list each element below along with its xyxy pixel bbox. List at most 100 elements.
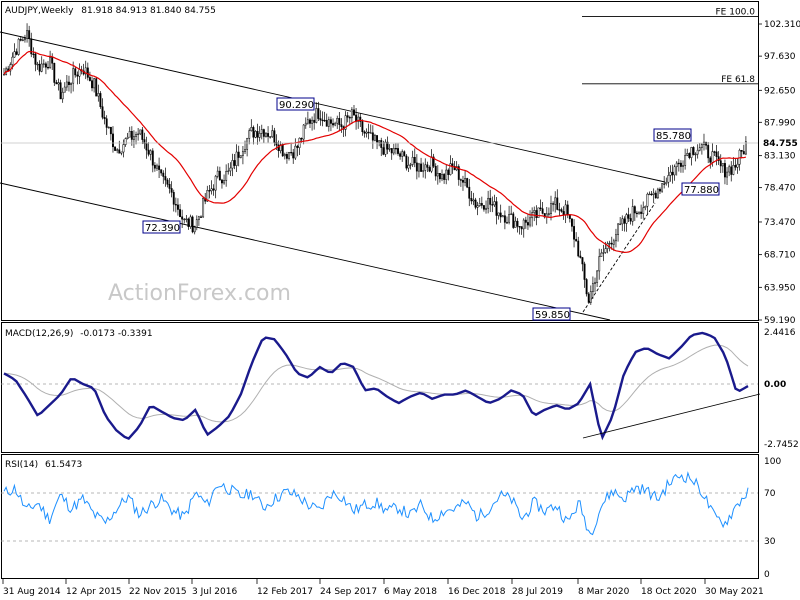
price-panel-title: AUDJPY,Weekly 81.918 84.913 81.840 84.75… [5,6,216,16]
candle-body [744,141,747,155]
annotation-box [142,220,181,234]
candle-body [441,174,443,180]
candle-body [273,130,276,143]
macd-panel-title: MACD(12,26,9) -0.0173 -0.3391 [5,329,153,339]
candle-body [386,141,389,150]
candle-body [583,263,586,280]
symbol-timeframe: AUDJPY,Weekly [5,6,74,16]
candle-body [3,74,5,76]
rsi-y-tick-label: 30 [764,537,776,547]
candle-body [382,147,385,155]
candle-body [730,166,733,175]
candle-body [633,206,636,214]
candle-body [617,223,620,235]
candle-body [740,149,743,152]
candle-body [510,213,513,215]
candle-body [642,207,645,214]
last-price-box [759,137,799,149]
rsi-panel-title: RSI(14) 61.5473 [5,460,82,470]
candle-body [294,145,297,159]
candle-body [118,149,121,154]
x-tick-label: 30 May 2021 [705,587,764,597]
candle-body [711,151,714,163]
candle-body [218,170,221,181]
candle-body [384,141,387,155]
candle-body [38,63,41,72]
y-tick-label: 102.310 [764,20,800,30]
candle-body [512,213,515,228]
candle-body [216,170,219,177]
candle-body [415,162,418,172]
candle-body [168,184,171,189]
candle-body [566,204,569,216]
candle-body [256,131,259,138]
candle-body [336,118,339,124]
candle-body [288,151,290,159]
candle-body [535,210,538,218]
candle-body [397,148,399,154]
candle-body [541,208,544,214]
channel-lower-line [0,182,611,321]
candle-body [265,133,267,137]
candle-body [663,183,666,185]
candle-body [445,169,448,180]
candle-body [290,151,293,154]
annotation-label: 59.850 [535,310,570,321]
candle-body [554,197,557,205]
candle-body [311,119,314,124]
candle-body [160,169,163,174]
y-axis-labels: 102.310 97.630 92.650 87.990 83.130 78.470 73.… [758,20,800,580]
candle-body [229,167,232,172]
candle-body [420,163,423,172]
candle-body [367,131,370,134]
candle-body [392,147,395,154]
candle-body [237,151,240,158]
candle-body [497,212,500,216]
macd-trendline [582,393,761,439]
rsi-y-tick-label: 70 [764,489,776,499]
candle-body [715,151,718,157]
candle-body [359,116,362,122]
candle-body [128,130,131,138]
candle-body [438,172,441,180]
candle-body [227,170,230,172]
candle-body [344,115,347,130]
candle-body [489,197,492,205]
candle-body [162,172,165,177]
candle-body [357,116,360,122]
candle-body [640,211,643,214]
candle-body [430,156,433,172]
candle-body [246,138,249,150]
annotation-box [276,97,315,111]
candle-body [612,240,615,245]
candle-body [225,171,228,181]
macd-line [3,331,749,441]
x-tick-label: 24 Sep 2017 [320,587,377,597]
candle-body [200,216,202,218]
candle-body [399,153,402,157]
candle-body [350,109,353,119]
candle-body [239,155,242,158]
candle-body [296,145,299,148]
candle-body [279,144,282,152]
candle-body [254,131,257,138]
candle-body [468,186,471,199]
candle-body [78,69,81,77]
candle-body [185,218,188,220]
candle-body [564,204,567,216]
candle-body [371,132,374,141]
macd-signal-line [3,344,749,423]
candle-body [340,124,343,127]
candle-body [103,117,106,120]
candle-body [267,133,270,137]
candle-body [137,133,140,135]
y-tick-label: 78.470 [764,184,796,194]
candle-body [147,149,150,155]
candle-body [487,197,490,209]
candle-body [675,162,678,168]
candle-body [315,108,318,123]
candle-body [143,139,146,144]
rsi-y-tick-label: 0 [764,570,770,580]
candle-body [109,126,112,135]
candle-body [522,219,525,230]
